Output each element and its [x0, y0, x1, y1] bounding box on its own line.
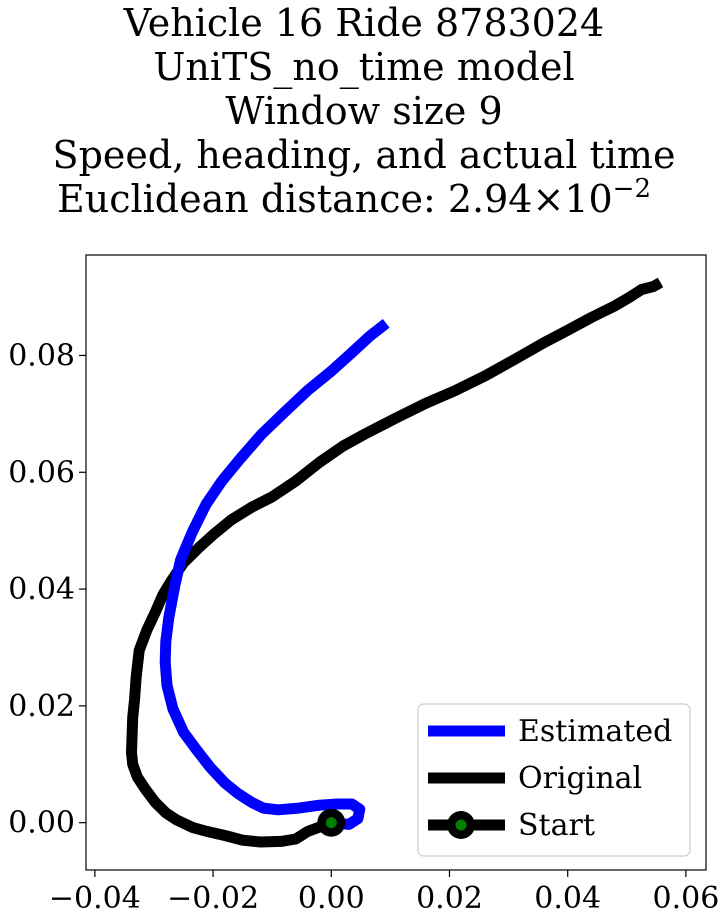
series-line-original: [126, 277, 664, 848]
x-tick-label: 0.06: [653, 881, 720, 916]
y-tick-label: 0.08: [8, 338, 75, 373]
title-line-2: UniTS_no_time model: [153, 45, 574, 90]
title-metric-base: 10: [564, 177, 612, 221]
series-layer: [126, 277, 664, 848]
series-line-estimated: [159, 318, 390, 830]
title-metric: Euclidean distance: 2.94×10−2: [57, 174, 651, 221]
y-tick-label: 0.06: [8, 455, 75, 490]
y-tick-label: 0.04: [8, 572, 75, 607]
title-metric-prefix: Euclidean distance:: [57, 177, 448, 221]
y-tick-label: 0.02: [8, 689, 75, 724]
x-axis: −0.04 −0.02 0.00 0.02 0.04 0.06: [49, 870, 719, 916]
title-line-1: Vehicle 16 Ride 8783024: [123, 1, 604, 45]
title-metric-times: ×: [532, 177, 564, 221]
title-metric-mantissa: 2.94: [448, 177, 533, 221]
legend-label-estimated: Estimated: [518, 714, 672, 749]
legend-label-original: Original: [518, 761, 642, 796]
title-metric-exponent: −2: [613, 174, 651, 204]
y-axis: 0.00 0.02 0.04 0.06 0.08: [8, 338, 86, 841]
x-tick-label: −0.02: [167, 881, 259, 916]
title-line-4: Speed, heading, and actual time: [53, 133, 676, 177]
legend: Estimated Original Start: [417, 703, 691, 857]
x-tick-label: 0.04: [534, 881, 601, 916]
x-tick-label: −0.04: [49, 881, 141, 916]
title-line-3: Window size 9: [225, 89, 502, 133]
legend-marker-center-start: [455, 819, 467, 831]
marker-layer: [317, 808, 346, 837]
legend-label-start: Start: [518, 808, 595, 843]
legend-box: [417, 703, 691, 857]
x-tick-label: 0.00: [298, 881, 365, 916]
start-marker-center: [325, 817, 337, 829]
x-tick-label: 0.02: [416, 881, 483, 916]
y-tick-label: 0.00: [8, 806, 75, 841]
